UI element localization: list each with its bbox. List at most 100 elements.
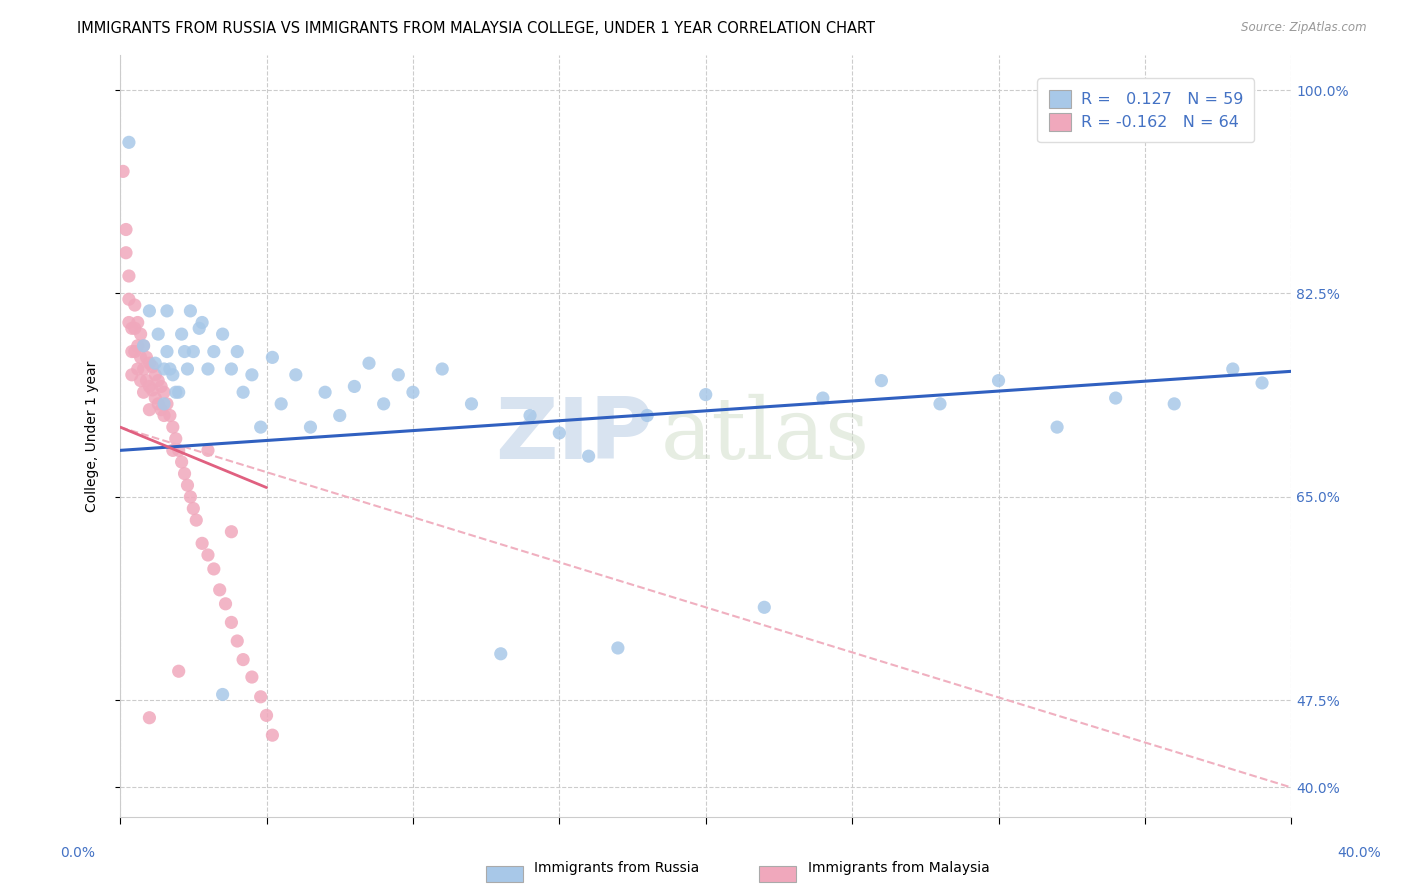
Point — [127, 316, 149, 330]
Point — [124, 344, 146, 359]
Text: Immigrants from Malaysia: Immigrants from Malaysia — [808, 862, 990, 875]
Point — [141, 383, 163, 397]
Point — [1222, 362, 1244, 376]
Point — [202, 344, 225, 359]
Point — [135, 374, 157, 388]
Point — [118, 292, 141, 306]
Point — [202, 562, 225, 576]
Point — [270, 397, 292, 411]
Point — [148, 374, 170, 388]
Point — [402, 385, 425, 400]
Point — [167, 665, 190, 679]
Point — [173, 467, 195, 481]
Point — [197, 362, 219, 376]
Point — [150, 379, 173, 393]
Point — [138, 356, 160, 370]
Text: 40.0%: 40.0% — [1337, 846, 1382, 860]
Point — [132, 362, 155, 376]
Point — [870, 374, 893, 388]
Point — [143, 368, 166, 382]
Point — [167, 385, 190, 400]
Point — [165, 432, 187, 446]
Point — [115, 222, 138, 236]
Point — [262, 351, 284, 365]
Point — [695, 387, 717, 401]
Point — [124, 321, 146, 335]
Point — [115, 245, 138, 260]
Point — [127, 362, 149, 376]
Point — [191, 536, 214, 550]
Point — [165, 385, 187, 400]
Point — [811, 391, 834, 405]
Point — [211, 327, 233, 342]
Point — [156, 304, 179, 318]
Point — [186, 513, 208, 527]
Text: 0.0%: 0.0% — [60, 846, 94, 860]
Text: IMMIGRANTS FROM RUSSIA VS IMMIGRANTS FROM MALAYSIA COLLEGE, UNDER 1 YEAR CORRELA: IMMIGRANTS FROM RUSSIA VS IMMIGRANTS FRO… — [77, 21, 876, 36]
Point — [129, 374, 152, 388]
Point — [211, 688, 233, 702]
Point — [121, 344, 143, 359]
Point — [132, 339, 155, 353]
Point — [1046, 420, 1069, 434]
Point — [162, 368, 184, 382]
Point — [170, 455, 193, 469]
Point — [548, 425, 571, 440]
Point — [148, 327, 170, 342]
Point — [121, 321, 143, 335]
Point — [232, 652, 254, 666]
Point — [314, 385, 336, 400]
Point — [124, 298, 146, 312]
Point — [183, 501, 205, 516]
Point — [176, 478, 198, 492]
Point — [432, 362, 454, 376]
Point — [156, 344, 179, 359]
Point — [249, 420, 271, 434]
Text: ZIP: ZIP — [495, 394, 652, 477]
Point — [135, 351, 157, 365]
Point — [240, 368, 263, 382]
Point — [232, 385, 254, 400]
Point — [929, 397, 952, 411]
Point — [148, 397, 170, 411]
Point — [153, 397, 176, 411]
Point — [606, 640, 628, 655]
Point — [387, 368, 409, 382]
Point — [262, 728, 284, 742]
Point — [179, 304, 201, 318]
Point — [226, 634, 249, 648]
Point — [173, 344, 195, 359]
Point — [226, 344, 249, 359]
Point — [221, 615, 243, 630]
Point — [153, 409, 176, 423]
Point — [162, 443, 184, 458]
Point — [121, 368, 143, 382]
Point — [636, 409, 658, 423]
Point — [156, 397, 179, 411]
Point — [221, 362, 243, 376]
Text: atlas: atlas — [661, 394, 870, 477]
Point — [256, 708, 278, 723]
Point — [179, 490, 201, 504]
Point — [129, 327, 152, 342]
Point — [240, 670, 263, 684]
Point — [214, 597, 236, 611]
Point — [143, 356, 166, 370]
Point — [162, 420, 184, 434]
Point — [188, 321, 211, 335]
Point — [343, 379, 366, 393]
Text: Immigrants from Russia: Immigrants from Russia — [534, 862, 700, 875]
Point — [191, 316, 214, 330]
Point — [132, 385, 155, 400]
Point — [754, 600, 776, 615]
Point — [138, 711, 160, 725]
Point — [489, 647, 512, 661]
Point — [153, 385, 176, 400]
Point — [138, 379, 160, 393]
Point — [153, 362, 176, 376]
Point — [159, 362, 181, 376]
Point — [357, 356, 380, 370]
Point — [141, 359, 163, 374]
Point — [208, 582, 231, 597]
Point — [159, 409, 181, 423]
